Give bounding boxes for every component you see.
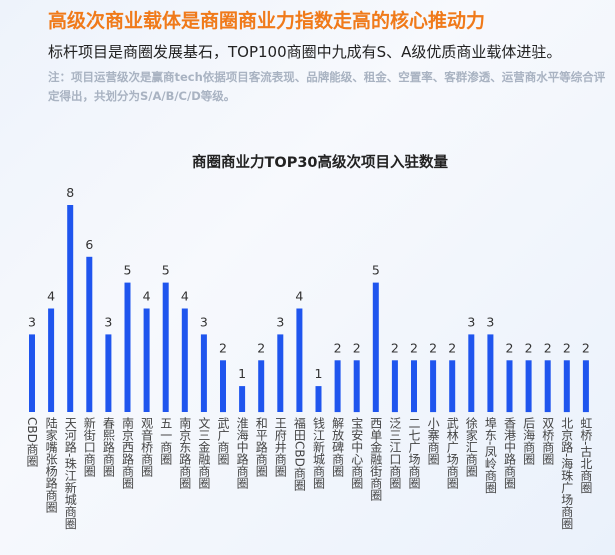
category-label: 钱江新城商圈 xyxy=(312,416,326,490)
bar-14 xyxy=(277,334,284,412)
value-label: 4 xyxy=(295,289,303,304)
value-label: 2 xyxy=(391,340,399,355)
category-label: 西单金融街商圈 xyxy=(369,417,383,502)
value-label: 2 xyxy=(219,340,227,355)
header: 高级次商业载体是商圈商业力指数走高的核心推动力 标杆项目是商圈发展基石，TOP1… xyxy=(48,8,609,106)
value-label: 5 xyxy=(372,263,380,278)
category-label: 香港中路商圈 xyxy=(503,417,517,490)
bar-4 xyxy=(86,256,93,413)
category-label: 小寨商圈 xyxy=(426,417,440,466)
bar-12 xyxy=(239,386,246,412)
value-label: 3 xyxy=(28,314,36,329)
value-label: 2 xyxy=(525,340,533,355)
value-label: 2 xyxy=(544,340,552,355)
category-label: 春熙路商圈 xyxy=(101,417,115,478)
category-label: 二七广场商圈 xyxy=(407,417,421,490)
bar-23 xyxy=(449,360,456,413)
category-label: 解放碑商圈 xyxy=(331,417,345,478)
bar-27 xyxy=(525,360,532,413)
value-label: 1 xyxy=(238,366,246,381)
value-label: 2 xyxy=(582,340,590,355)
bar-18 xyxy=(353,360,360,413)
bar-29 xyxy=(563,360,570,413)
category-label: 后海商圈 xyxy=(522,417,536,466)
category-label: 泛三江口商圈 xyxy=(388,417,402,490)
value-label: 3 xyxy=(467,314,475,329)
bar-11 xyxy=(220,360,226,413)
category-label: CBD商圈 xyxy=(25,417,39,467)
value-label: 8 xyxy=(66,185,74,200)
footnote: 注：项目运营级次是赢商tech依据项目客流表现、品牌能级、租金、空置率、客群渗透… xyxy=(48,70,606,103)
value-label: 2 xyxy=(257,340,265,355)
bar-6 xyxy=(124,282,131,412)
category-label: 虹桥-古北商圈 xyxy=(579,417,593,494)
bar-21 xyxy=(411,360,417,413)
bar-25 xyxy=(487,334,494,412)
value-label: 2 xyxy=(334,340,342,355)
category-label: 徐家汇商圈 xyxy=(464,416,478,478)
bar-1 xyxy=(29,334,35,412)
category-label: 南京东路商圈 xyxy=(178,416,192,490)
value-label: 4 xyxy=(47,289,55,304)
category-label: 宝安中心商圈 xyxy=(350,417,364,490)
value-label: 5 xyxy=(124,263,132,278)
bar-19 xyxy=(372,282,379,412)
value-label: 6 xyxy=(85,237,93,252)
bar-13 xyxy=(258,360,265,413)
bar-15 xyxy=(296,308,303,412)
bar-8 xyxy=(162,282,169,412)
value-label: 4 xyxy=(143,289,151,304)
bar-24 xyxy=(468,334,475,412)
category-label: 双桥商圈 xyxy=(541,417,555,466)
category-label: 北京路-海珠广场商圈 xyxy=(560,417,574,530)
page-subtitle: 标杆项目是商圈发展基石，TOP100商圈中九成有S、A级优质商业载体进驻。 xyxy=(48,43,562,61)
bars-group xyxy=(29,205,589,413)
value-label: 2 xyxy=(353,340,361,355)
category-label: 天河路-珠江新城商圈 xyxy=(63,417,77,530)
bar-16 xyxy=(315,386,322,412)
category-labels-group: CBD商圈 陆家嘴张杨路商圈 天河路-珠江新城商圈 新街口商圈 春熙路商圈 南京西路商圈观… xyxy=(25,416,593,530)
value-label: 2 xyxy=(448,340,456,355)
chart-title: 商圈商业力TOP30高级次项目入驻数量 xyxy=(192,153,449,171)
bar-9 xyxy=(181,308,188,412)
bar-26 xyxy=(506,360,513,413)
value-label: 2 xyxy=(429,340,437,355)
category-label: 武林广场商圈 xyxy=(445,417,459,490)
category-label: 陆家嘴张杨路商圈 xyxy=(44,416,58,514)
bar-5 xyxy=(105,334,112,412)
category-label: 淮海中路商圈 xyxy=(235,417,249,490)
bar-7 xyxy=(143,308,150,412)
bar-2 xyxy=(48,308,55,412)
bar-3 xyxy=(67,205,74,412)
category-label: 南京西路商圈 xyxy=(121,416,135,490)
page-title: 高级次商业载体是商圈商业力指数走高的核心推动力 xyxy=(48,10,486,32)
category-label: 埠东-凤岭商圈 xyxy=(483,417,497,494)
category-label: 王府井商圈 xyxy=(273,417,287,478)
value-label: 4 xyxy=(181,289,189,304)
bar-20 xyxy=(391,360,398,413)
category-label: 武广商圈 xyxy=(216,417,230,466)
value-label: 3 xyxy=(486,314,494,329)
value-label: 2 xyxy=(563,340,571,355)
value-label: 2 xyxy=(410,340,418,355)
bar-17 xyxy=(334,360,341,413)
bar-30 xyxy=(582,360,589,413)
category-label: 新街口商圈 xyxy=(82,416,96,478)
category-label: 观音桥商圈 xyxy=(140,417,154,478)
bar-28 xyxy=(544,360,551,413)
category-label: 福田CBD商圈 xyxy=(292,416,306,492)
bar-10 xyxy=(200,334,207,412)
bar-22 xyxy=(430,360,437,413)
value-label: 3 xyxy=(276,314,284,329)
value-label: 3 xyxy=(104,314,112,329)
category-label: 文三金融商圈 xyxy=(197,416,211,490)
value-label: 1 xyxy=(315,366,323,381)
category-label: 五一商圈 xyxy=(159,417,173,466)
category-label: 和平路商圈 xyxy=(254,417,268,478)
value-label: 2 xyxy=(506,340,514,355)
value-label: 5 xyxy=(162,263,170,278)
value-label: 3 xyxy=(200,314,208,329)
